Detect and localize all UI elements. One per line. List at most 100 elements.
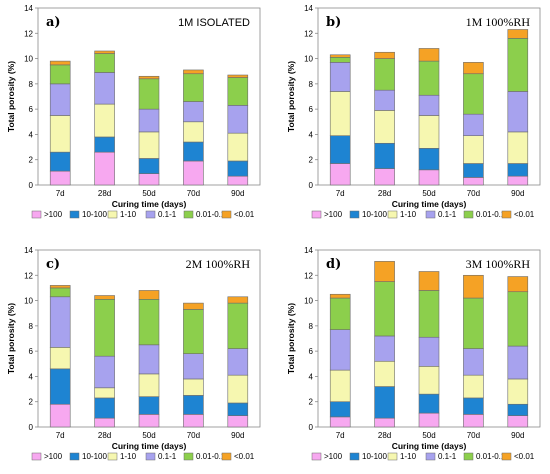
y-tick-label: 2 (29, 156, 34, 165)
bar-segment (374, 110, 395, 144)
x-tick-label: 50d (142, 431, 155, 440)
chart-panel-3: 0 2 4 6 8 10 12 14 Total porosity (%) 7d 28d 50d 70d… (6, 246, 261, 461)
legend-swatch (183, 452, 194, 461)
legend-label: >100 (324, 210, 343, 219)
y-tick-label: 12 (24, 271, 33, 280)
y-tick-label: 0 (29, 181, 34, 190)
bar-segment (49, 287, 71, 298)
legend-swatch (31, 452, 42, 461)
bar-segment (227, 77, 249, 106)
panel-tag: b) (326, 15, 341, 30)
legend-swatch (69, 452, 80, 461)
bar-segment (418, 290, 440, 338)
bar-segment (227, 302, 249, 349)
bar-segment (374, 58, 395, 91)
legend-label: >100 (324, 452, 343, 461)
bar-segment (227, 175, 249, 186)
bar-segment (138, 414, 160, 428)
bar-segment (49, 83, 71, 116)
bar-segment (463, 414, 484, 428)
bar-segment (94, 72, 115, 105)
bar-segment (183, 101, 204, 123)
legend-swatch (349, 452, 360, 461)
bar-segment (94, 136, 115, 153)
legend-swatch (463, 452, 474, 461)
bar-segment (227, 105, 249, 134)
bar-segment (329, 416, 351, 428)
bar-segment (418, 148, 440, 171)
bar-segment (507, 175, 529, 186)
x-tick-label: 7d (336, 189, 345, 198)
legend-swatch (107, 210, 118, 219)
legend: >100 10-100 1-10 0.1-1 0.01-0.1 <0.01 (311, 452, 535, 461)
x-axis-label: Curing time (days) (112, 199, 187, 209)
y-tick-label: 10 (304, 297, 313, 306)
y-tick-label: 8 (309, 80, 314, 89)
legend-label: >100 (44, 452, 63, 461)
y-tick-label: 8 (29, 322, 34, 331)
bar-segment (329, 54, 351, 58)
bar-segment (329, 135, 351, 164)
bar-segment (418, 336, 440, 367)
y-tick-label: 14 (24, 246, 33, 255)
y-tick-label: 8 (29, 80, 34, 89)
y-tick-label: 4 (309, 372, 314, 381)
legend-swatch (311, 452, 322, 461)
bar-segment (138, 373, 160, 397)
y-tick-label: 12 (304, 29, 313, 38)
bar-segment (94, 53, 115, 73)
bar-segment (418, 48, 440, 62)
legend-swatch (463, 210, 474, 219)
bar-segment (507, 403, 529, 416)
bar-segment (183, 160, 204, 186)
bar-segment (329, 297, 351, 330)
legend-swatch (501, 210, 512, 219)
bar-segment (374, 386, 395, 419)
y-tick-label: 6 (309, 347, 314, 356)
x-tick-label: 90d (511, 431, 524, 440)
x-tick-label: 28d (378, 189, 391, 198)
legend: >100 10-100 1-10 0.1-1 0.01-0.1 <0.01 (31, 452, 255, 461)
bar-segment (94, 151, 115, 186)
legend-label: <0.01 (234, 210, 255, 219)
bar-segment (463, 177, 484, 186)
bar-segment (138, 78, 160, 110)
bar-segment (418, 271, 440, 291)
legend-label: 0.1-1 (438, 210, 457, 219)
bar-segment (49, 285, 71, 289)
legend-label: 10-100 (82, 452, 107, 461)
x-tick-label: 50d (422, 431, 435, 440)
bar-segment (507, 163, 529, 177)
chart-title: 1M ISOLATED (178, 17, 250, 29)
legend-swatch (387, 452, 398, 461)
bar-segment (49, 403, 71, 428)
bar-segment (183, 414, 204, 428)
bar-segment (138, 131, 160, 159)
bar-segment (463, 397, 484, 415)
y-tick-label: 14 (304, 246, 313, 255)
bar-segment (418, 412, 440, 428)
legend-label: <0.01 (514, 210, 535, 219)
y-tick-label: 6 (29, 347, 34, 356)
x-tick-label: 28d (98, 431, 111, 440)
bar-segment (227, 415, 249, 428)
y-tick-label: 2 (29, 398, 34, 407)
chart-title: 1M 100%RH (466, 15, 531, 29)
bar-segment (507, 378, 529, 405)
y-tick-label: 4 (29, 130, 34, 139)
bar-segment (183, 302, 204, 310)
panel-tag: d) (326, 257, 341, 272)
y-tick-label: 12 (304, 271, 313, 280)
bar-segment (418, 94, 440, 116)
legend-swatch (31, 210, 42, 219)
bar-segment (227, 132, 249, 162)
bar-segment (463, 62, 484, 75)
bar-segment (329, 62, 351, 92)
bar-segment (138, 158, 160, 174)
bar-segment (463, 73, 484, 115)
bar-segment (463, 135, 484, 164)
bar-segment (138, 299, 160, 346)
bar-segment (49, 60, 71, 66)
bar-segment (138, 344, 160, 375)
